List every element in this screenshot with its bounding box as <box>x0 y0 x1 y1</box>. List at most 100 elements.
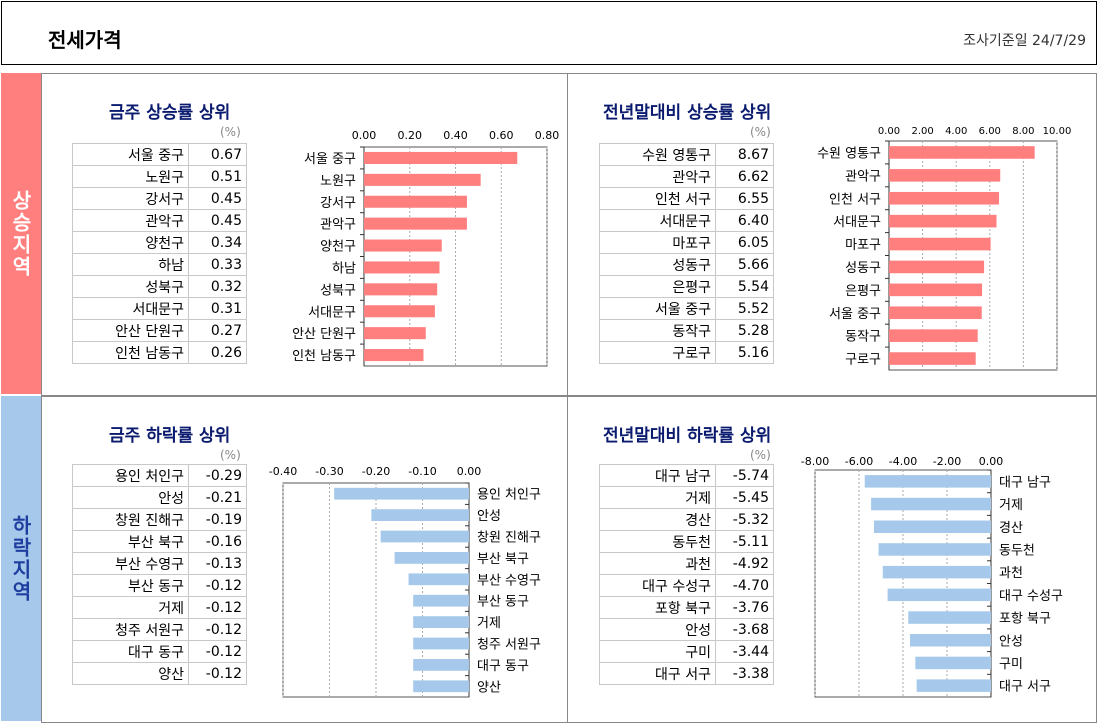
rate-value: -4.92 <box>715 552 774 575</box>
panel-ytd-rise: 전년말대비 상승률 상위 (%) 수원 영통구 8.67 관악구 6.62 인천 서구 6… <box>567 73 1097 396</box>
tick-label: -8.00 <box>801 455 829 468</box>
tick-label: 0.00 <box>457 465 482 478</box>
region-name: 은평구 <box>599 275 716 298</box>
region-name: 인천 서구 <box>599 187 716 210</box>
rate-value: 5.16 <box>715 341 774 364</box>
region-name: 포항 북구 <box>599 596 716 619</box>
rate-value: -5.11 <box>715 530 774 553</box>
rate-value: -0.21 <box>188 486 247 509</box>
bar <box>380 530 469 543</box>
category-label: 부산 북구 <box>477 552 529 567</box>
bar <box>364 261 440 274</box>
table-row: 수원 영통구 8.67 <box>599 143 774 166</box>
region-name: 양산 <box>72 662 189 685</box>
panel-weekly-fall: 금주 하락률 상위 (%) 용인 처인구 -0.29 안성 -0.21 창원 진해구 -0… <box>41 396 568 723</box>
category-label: 대구 서구 <box>999 680 1051 695</box>
bar-chart: -8.00 -6.00 -4.00 -2.00 0.00 대구 남구거제경산동두천과천대구… <box>801 455 1063 698</box>
region-name: 용인 처인구 <box>72 464 189 487</box>
tick-label: -2.00 <box>933 455 961 468</box>
rate-value: -0.13 <box>188 552 247 575</box>
table-row: 관악구 6.62 <box>599 165 774 188</box>
region-name: 대구 남구 <box>599 464 716 487</box>
value-table: 서울 중구 0.67 노원구 0.51 강서구 0.45 관악구 0.45 양천구 0.34 하남 0… <box>72 143 247 364</box>
table-row: 서울 중구 0.67 <box>72 143 247 166</box>
category-label: 마포구 <box>845 238 881 253</box>
bar <box>889 146 1035 159</box>
region-name: 안성 <box>72 486 189 509</box>
bar <box>873 520 991 533</box>
category-label: 경산 <box>999 521 1023 536</box>
region-name: 수원 영통구 <box>599 143 716 166</box>
bar <box>413 594 469 607</box>
table-row: 용인 처인구 -0.29 <box>72 464 247 487</box>
rate-value: 0.26 <box>188 341 247 364</box>
tick-label: 0.40 <box>443 129 468 142</box>
unit-label: (%) <box>750 125 771 139</box>
category-label: 용인 처인구 <box>477 488 541 503</box>
category-label: 구로구 <box>845 353 881 368</box>
bar <box>413 680 469 693</box>
category-label: 서울 중구 <box>829 307 881 322</box>
bar <box>916 679 991 692</box>
region-name: 부산 수영구 <box>72 552 189 575</box>
tick-label: -0.20 <box>362 465 390 478</box>
category-label: 거제 <box>999 498 1023 513</box>
rate-value: 6.55 <box>715 187 774 210</box>
tick-label: 4.00 <box>945 126 967 137</box>
survey-date: 조사기준일 24/7/29 <box>963 33 1086 49</box>
rate-value: 0.45 <box>188 187 247 210</box>
category-label: 성동구 <box>845 261 881 276</box>
category-label: 수원 영통구 <box>817 146 881 161</box>
category-label: 동두천 <box>999 543 1035 558</box>
category-label: 강서구 <box>320 196 356 211</box>
bar <box>864 475 991 488</box>
bar <box>889 169 1001 182</box>
bar <box>910 634 991 647</box>
category-label: 노원구 <box>320 174 356 189</box>
bar <box>394 552 469 564</box>
tick-label: 0.00 <box>979 455 1004 468</box>
bar <box>889 214 997 228</box>
table-row: 창원 진해구 -0.19 <box>72 508 247 531</box>
tick-label: -6.00 <box>845 455 873 468</box>
tick-label: 0.80 <box>535 129 560 142</box>
bar <box>887 588 991 602</box>
category-label: 안성 <box>477 509 501 524</box>
rate-value: 6.62 <box>715 165 774 188</box>
region-name: 구로구 <box>599 341 716 364</box>
bar <box>871 497 991 511</box>
category-label: 대구 수성구 <box>999 589 1063 604</box>
rate-value: -5.45 <box>715 486 774 509</box>
unit-label: (%) <box>220 448 241 462</box>
category-label: 부산 수영구 <box>477 573 541 588</box>
tick-label: 0.60 <box>489 129 514 142</box>
value-table: 수원 영통구 8.67 관악구 6.62 인천 서구 6.55 서대문구 6.40 마포구 6.0… <box>599 143 774 364</box>
bar <box>408 573 469 586</box>
bar <box>889 260 985 274</box>
category-label: 대구 남구 <box>999 475 1051 490</box>
table-row: 부산 수영구 -0.13 <box>72 552 247 575</box>
region-name: 양천구 <box>72 231 189 254</box>
panel-ytd-fall: 전년말대비 하락률 상위 (%) 대구 남구 -5.74 거제 -5.45 경산 -5.3… <box>567 396 1097 723</box>
region-name: 대구 동구 <box>72 640 189 663</box>
rate-value: 0.67 <box>188 143 247 166</box>
tick-label: 0.00 <box>878 126 900 137</box>
bar <box>889 352 976 365</box>
tick-label: -0.30 <box>315 465 343 478</box>
bar <box>413 659 469 671</box>
value-table: 용인 처인구 -0.29 안성 -0.21 창원 진해구 -0.19 부산 북구 -0.16 부… <box>72 464 247 685</box>
bar <box>889 283 983 297</box>
bar <box>889 237 991 251</box>
bar <box>364 173 481 186</box>
category-label: 양산 <box>477 680 501 695</box>
bar <box>371 509 469 521</box>
rate-value: -0.12 <box>188 596 247 619</box>
category-label: 안성 <box>999 634 1023 649</box>
table-row: 구로구 5.16 <box>599 341 774 364</box>
bar <box>413 616 469 628</box>
table-row: 대구 수성구 -4.70 <box>599 574 774 597</box>
rate-value: 0.31 <box>188 297 247 320</box>
bar <box>364 217 467 230</box>
rate-value: -5.74 <box>715 464 774 487</box>
